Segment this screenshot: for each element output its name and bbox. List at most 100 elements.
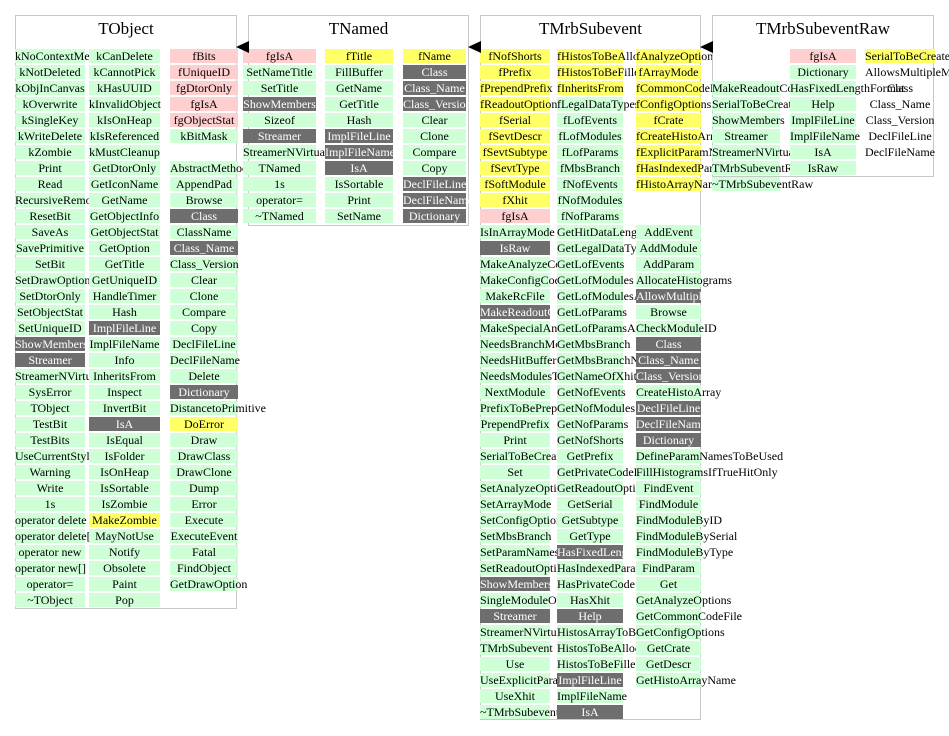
member-item: kHasUUID [89,81,160,95]
member-item: AllowMultipleModules [636,289,750,303]
member-item: kCannotPick [89,65,160,79]
member-item: AddParam [636,257,701,271]
member-item: HistosArrayToBeCreated [557,625,679,639]
member-item: Clone [403,129,466,143]
member-item: AddModule [636,241,701,255]
member-column: kCanDelete kCannotPick kHasUUID kInvalidObj… [89,49,161,609]
member-item: Class [636,337,701,351]
member-item: TestBit [15,417,85,431]
member-item: Clone [170,289,238,303]
member-item: GetObjectStat [89,225,160,239]
member-item: fgIsA [480,209,550,223]
inheritance-arrow [700,41,713,53]
member-item: GetMbsBranchName [557,353,659,367]
member-item: DeclFileLine [403,177,467,191]
member-item: fSerial [480,113,550,127]
member-spacer [712,65,780,79]
member-item: SetDrawOption [15,273,91,287]
member-item: GetLofModulesAsString [557,289,677,303]
member-item: fCrate [636,113,701,127]
member-item: Streamer [243,129,316,143]
member-item: UseExplicitParamNames [480,673,601,687]
member-item: GetUniqueID [89,273,160,287]
member-item: FindParam [636,561,701,575]
member-item: GetType [557,529,623,543]
member-item: RecursiveRemove [15,193,103,207]
member-item: SetBit [15,257,85,271]
member-item: ResetBit [15,209,85,223]
member-item: GetNofShorts [557,433,624,447]
member-item: UseCurrentStyle [15,449,95,463]
member-item: FindModuleByID [636,513,723,527]
member-item: fXhit [480,193,550,207]
member-item: 1s [243,177,316,191]
member-item: NeedsModulesToBeAssigned [480,369,622,383]
member-item: HandleTimer [89,289,160,303]
member-item: ShowMembers [480,577,553,591]
member-item: Hash [325,113,393,127]
member-item: ShowMembers [15,337,88,351]
member-item: GetIconName [89,177,160,191]
member-item: Clear [403,113,466,127]
member-item: fSevtDescr [480,129,550,143]
member-column: fBits fUniqueID fgDtorOnly fgIsA fgObjectSta… [170,49,266,593]
member-item: fCommonCodeFile [636,81,729,95]
member-item: GetSerial [557,497,623,511]
member-item: AppendPad [170,177,238,191]
member-item: Fatal [170,545,238,559]
inheritance-arrow [236,41,249,53]
member-item: SetDtorOnly [15,289,85,303]
member-item: Dictionary [790,65,856,79]
member-item: FindEvent [636,481,701,495]
member-item: FindModuleBySerial [636,529,738,543]
member-column: fNofShorts fPrefix fPrependPrefix fReadoutO… [480,49,622,721]
member-item: Draw [170,433,238,447]
member-item: DrawClass [170,449,238,463]
member-item: GetName [89,193,160,207]
member-column: fgIsA Dictionary HasFixedLengthFormat Help I… [790,49,905,177]
member-item: GetLofParams [557,305,627,319]
member-item: fNofParams [557,209,623,223]
member-column: fHistosToBeAllocated fHistosToBeFilledIfT… [557,49,691,721]
member-item: DrawClone [170,465,238,479]
member-item: Pop [89,593,160,607]
member-item: GetCrate [636,641,701,655]
member-item: SetObjectStat [15,305,85,319]
member-item: operator= [15,577,85,591]
member-item: GetMbsBranch [557,337,631,351]
member-item: GetTitle [325,97,393,111]
member-item: NextModule [480,385,550,399]
member-item: SetUniqueID [15,321,85,335]
member-item: kNotDeleted [15,65,85,79]
member-item: Print [15,161,85,175]
member-item: operator= [243,193,316,207]
member-item: fSoftModule [480,177,550,191]
member-item: HasFixedLengthFormat [790,81,905,95]
member-item: SetArrayMode [480,497,552,511]
member-item: ExecuteEvent [170,529,238,543]
member-item: SetConfigOptions [480,513,567,527]
member-item: Set [480,465,550,479]
member-item: TObject [15,401,85,415]
member-item: fMbsBranch [557,161,623,175]
member-item: MakeReadoutCode [712,81,805,95]
member-item: Hash [89,305,160,319]
member-item: ClassName [170,225,238,239]
member-item: GetCommonCodeFile [636,609,742,623]
member-item: ShowMembers [712,113,785,127]
member-item: Class_Name [403,81,466,95]
member-item: ImplFileLine [557,673,623,687]
member-item: InheritsFrom [89,369,160,383]
member-item: FindModule [636,497,701,511]
member-item: fInheritsFrom [557,81,624,95]
class-title: TMrbSubeventRaw [755,19,891,38]
member-item: fNofEvents [557,177,623,191]
member-item: fHistosToBeFilledIfTrueHit [557,65,691,79]
member-item: GetHitDataLength [557,225,647,239]
member-item: fgIsA [243,49,316,63]
class-title: TObject [98,19,154,38]
member-item: Warning [15,465,85,479]
member-item: IsInArrayMode [480,225,555,239]
member-item: MakeRcFile [480,289,550,303]
member-item: DeclFileName [403,193,473,207]
